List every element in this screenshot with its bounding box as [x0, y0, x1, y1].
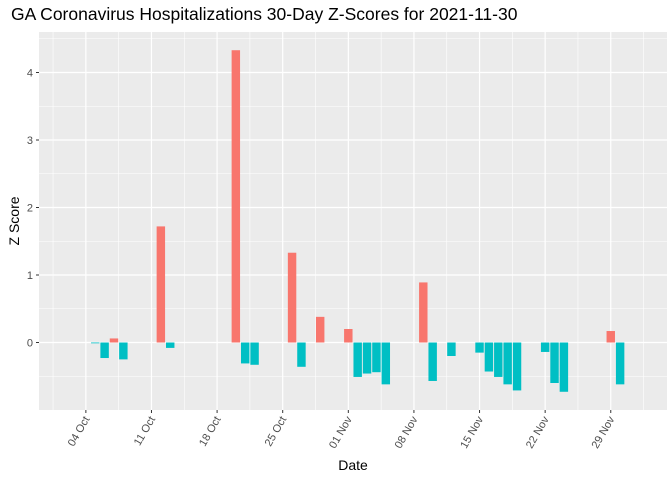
bar-2021-10-13 — [166, 342, 175, 348]
x-tick-label: 11 Oct — [132, 415, 158, 448]
bar-2021-11-05 — [381, 342, 391, 385]
bar-2021-10-27 — [297, 342, 306, 367]
bar-2021-11-19 — [512, 342, 522, 391]
bar-2021-10-07 — [109, 338, 119, 343]
bar-2021-11-09 — [419, 282, 428, 343]
bar-2021-10-29 — [315, 316, 325, 343]
bar-2021-10-21 — [240, 342, 250, 364]
bar-2021-11-17 — [494, 342, 503, 377]
x-axis-title: Date — [338, 457, 368, 473]
bar-2021-11-29 — [606, 331, 615, 343]
bar-2021-11-12 — [447, 342, 456, 356]
bar-2021-10-05 — [91, 342, 100, 344]
y-axis-title: Z Score — [6, 196, 22, 245]
bar-2021-10-26 — [287, 252, 297, 343]
bar-2021-11-01 — [344, 329, 353, 343]
x-tick-label: 29 Nov — [590, 414, 618, 451]
chart-title: GA Coronavirus Hospitalizations 30-Day Z… — [11, 4, 518, 24]
bar-2021-10-22 — [250, 342, 259, 365]
bar-2021-11-15 — [475, 342, 484, 353]
x-tick-label: 15 Nov — [458, 414, 486, 451]
bar-2021-11-02 — [353, 342, 362, 377]
y-tick-label: 2 — [27, 203, 33, 215]
bar-2021-11-18 — [503, 342, 512, 385]
bar-2021-11-04 — [372, 342, 381, 373]
bar-2021-11-23 — [550, 342, 559, 383]
bar-2021-10-08 — [119, 342, 128, 360]
bar-2021-10-12 — [156, 226, 166, 343]
bar-2021-11-16 — [484, 342, 494, 372]
y-tick-label: 0 — [27, 338, 33, 350]
bars — [91, 50, 625, 392]
bar-2021-11-24 — [559, 342, 569, 392]
y-tick-label: 3 — [27, 135, 33, 147]
bar-2021-10-20 — [231, 50, 241, 343]
bar-2021-11-10 — [428, 342, 437, 381]
x-tick-label: 18 Oct — [197, 415, 224, 449]
bar-2021-10-06 — [100, 342, 109, 359]
x-tick-label: 08 Nov — [393, 414, 421, 451]
plot-panel — [39, 32, 667, 410]
x-tick-label: 01 Nov — [327, 414, 355, 451]
x-tick-label: 25 Oct — [263, 415, 290, 449]
bar-2021-11-22 — [540, 342, 550, 352]
x-tick-label: 22 Nov — [524, 414, 552, 451]
x-tick-label: 04 Oct — [66, 415, 93, 449]
bar-2021-11-30 — [615, 342, 625, 385]
y-tick-label: 4 — [27, 68, 33, 80]
bar-2021-11-03 — [362, 342, 372, 374]
y-tick-label: 1 — [27, 270, 33, 282]
